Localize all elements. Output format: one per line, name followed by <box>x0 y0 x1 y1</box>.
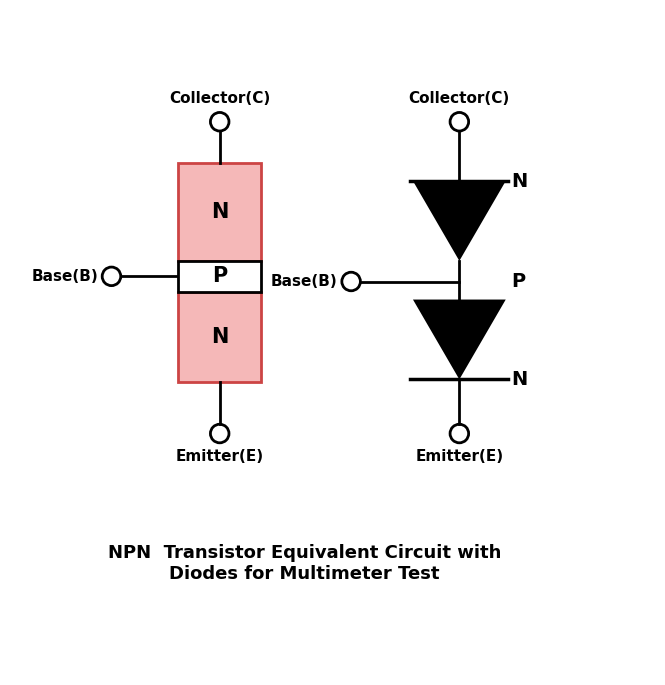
Text: Collector(C): Collector(C) <box>169 91 271 106</box>
Text: P: P <box>212 266 227 286</box>
Text: P: P <box>511 272 525 291</box>
Text: N: N <box>511 171 527 190</box>
Polygon shape <box>413 299 505 379</box>
Text: Collector(C): Collector(C) <box>409 91 510 106</box>
Text: Emitter(E): Emitter(E) <box>415 449 503 464</box>
Text: N: N <box>211 202 228 222</box>
Text: N: N <box>211 327 228 347</box>
Bar <box>178 261 261 292</box>
Text: NPN  Transistor Equivalent Circuit with
Diodes for Multimeter Test: NPN Transistor Equivalent Circuit with D… <box>108 545 501 583</box>
Polygon shape <box>413 181 505 261</box>
Text: Emitter(E): Emitter(E) <box>176 449 264 464</box>
Text: Base(B): Base(B) <box>271 274 338 289</box>
Text: N: N <box>511 370 527 389</box>
Bar <box>178 292 261 382</box>
Bar <box>178 163 261 261</box>
Text: Base(B): Base(B) <box>31 269 98 284</box>
